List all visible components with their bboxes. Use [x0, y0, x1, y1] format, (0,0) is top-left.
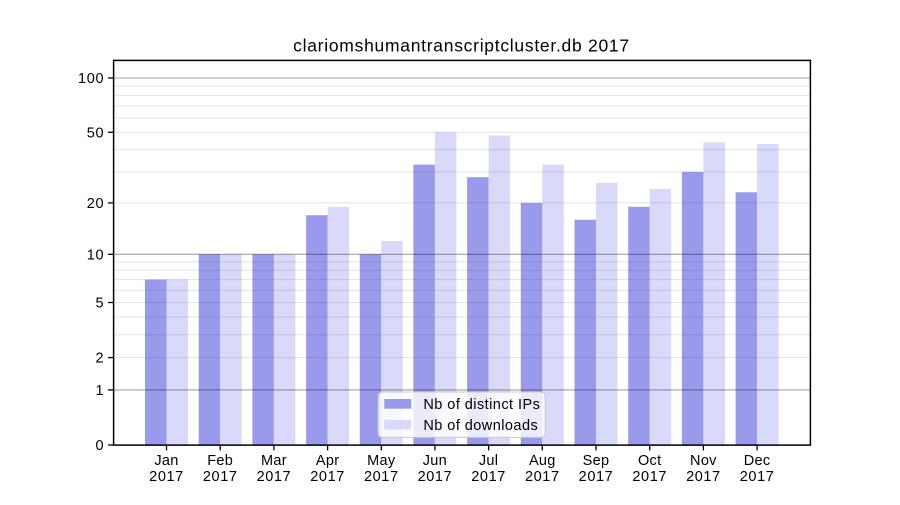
svg-text:2017: 2017: [310, 469, 345, 485]
svg-text:2017: 2017: [525, 469, 560, 485]
svg-text:Oct: Oct: [638, 453, 661, 469]
svg-text:2017: 2017: [257, 469, 292, 485]
svg-text:Apr: Apr: [316, 453, 339, 469]
svg-text:5: 5: [96, 296, 105, 312]
svg-text:2017: 2017: [740, 469, 775, 485]
svg-text:2017: 2017: [471, 469, 506, 485]
svg-text:clariomshumantranscriptcluster: clariomshumantranscriptcluster.db 2017: [293, 35, 630, 55]
svg-text:Nb of downloads: Nb of downloads: [423, 418, 538, 434]
svg-text:2017: 2017: [149, 469, 184, 485]
svg-text:2017: 2017: [579, 469, 614, 485]
svg-text:2017: 2017: [686, 469, 721, 485]
svg-text:Mar: Mar: [261, 453, 287, 469]
svg-text:10: 10: [87, 247, 105, 263]
svg-text:20: 20: [87, 196, 105, 212]
svg-text:2017: 2017: [203, 469, 238, 485]
svg-text:Aug: Aug: [529, 453, 556, 469]
svg-text:2017: 2017: [632, 469, 667, 485]
svg-text:Jun: Jun: [423, 453, 447, 469]
svg-text:Feb: Feb: [207, 453, 233, 469]
svg-text:0: 0: [96, 438, 105, 454]
svg-text:2017: 2017: [364, 469, 399, 485]
svg-text:Dec: Dec: [744, 453, 771, 469]
svg-text:2017: 2017: [418, 469, 453, 485]
svg-text:Nov: Nov: [690, 453, 717, 469]
svg-text:1: 1: [96, 383, 105, 399]
svg-text:May: May: [367, 453, 396, 469]
svg-text:Sep: Sep: [583, 453, 610, 469]
svg-text:100: 100: [78, 71, 104, 87]
svg-text:Nb of distinct IPs: Nb of distinct IPs: [423, 397, 540, 413]
svg-text:2: 2: [96, 351, 105, 367]
svg-text:Jan: Jan: [154, 453, 178, 469]
svg-text:Jul: Jul: [479, 453, 498, 469]
svg-text:50: 50: [87, 125, 105, 141]
